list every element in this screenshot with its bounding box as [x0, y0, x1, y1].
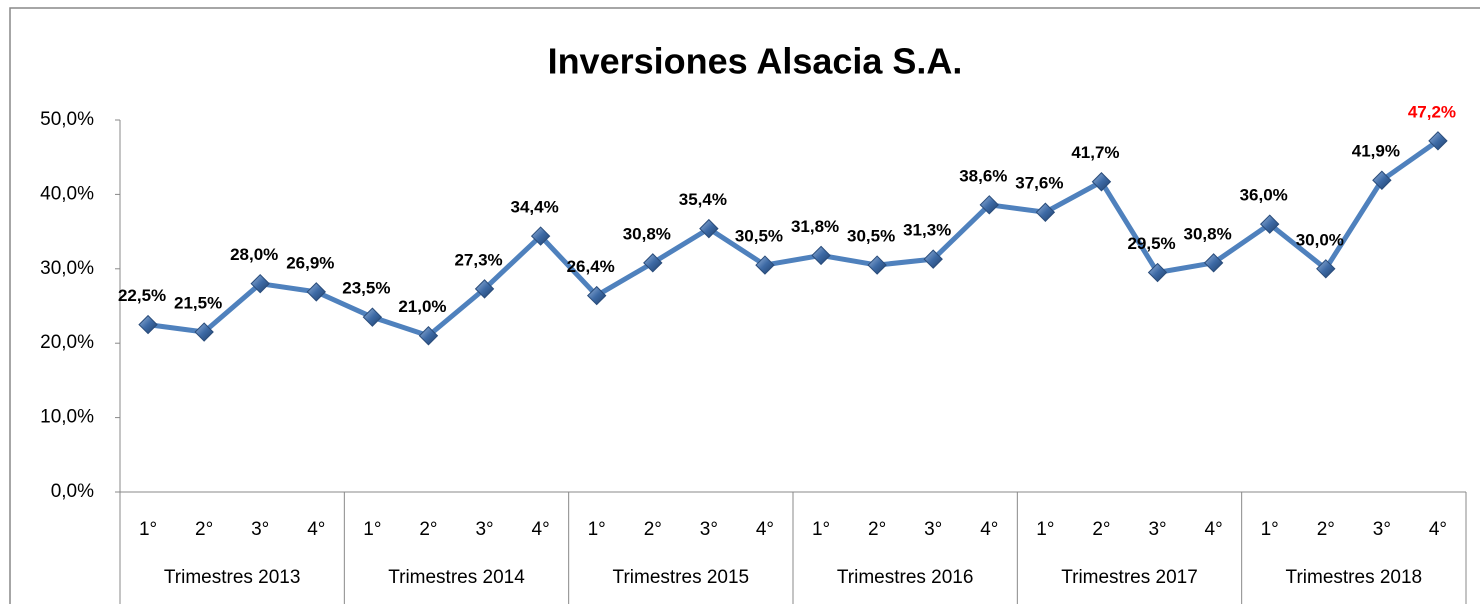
x-tick-label: 3°	[475, 519, 493, 540]
x-tick-label: 1°	[139, 519, 157, 540]
marker	[867, 255, 887, 275]
marker	[474, 279, 495, 299]
marker	[418, 326, 439, 346]
value-label: 28,0%	[230, 245, 278, 264]
value-label: 30,5%	[847, 227, 895, 246]
marker	[1035, 202, 1056, 222]
x-tick-label: 1°	[1036, 519, 1054, 540]
value-label: 30,8%	[1184, 224, 1232, 243]
value-label: 21,0%	[398, 297, 446, 316]
group-label: Trimestres 2016	[837, 567, 974, 588]
x-tick-label: 4°	[1429, 519, 1447, 540]
x-tick-label: 1°	[1261, 519, 1279, 540]
value-label: 29,5%	[1127, 234, 1175, 253]
value-label: 37,6%	[1015, 174, 1063, 193]
y-tick-label: 0,0%	[51, 481, 94, 502]
group-label: Trimestres 2013	[164, 567, 301, 588]
marker	[923, 249, 943, 269]
marker	[362, 307, 383, 327]
value-label: 21,5%	[174, 294, 222, 313]
y-tick-label: 40,0%	[40, 183, 94, 204]
x-tick-label: 1°	[812, 519, 830, 540]
value-label: 26,9%	[286, 253, 334, 272]
x-tick-label: 4°	[980, 519, 998, 540]
marker	[1316, 259, 1336, 279]
value-label: 31,3%	[903, 221, 951, 240]
value-label: 30,5%	[735, 227, 783, 246]
x-tick-label: 3°	[924, 519, 942, 540]
value-label: 38,6%	[959, 166, 1007, 185]
x-tick-label: 3°	[251, 519, 269, 540]
x-tick-label: 2°	[868, 519, 886, 540]
chart-frame	[9, 7, 1480, 604]
x-tick-label: 4°	[307, 519, 325, 540]
value-label: 27,3%	[454, 250, 502, 269]
x-tick-label: 4°	[1205, 519, 1223, 540]
x-tick-label: 3°	[1373, 519, 1391, 540]
marker	[1372, 170, 1392, 190]
marker	[250, 273, 270, 294]
x-tick-label: 2°	[1317, 519, 1335, 540]
group-label: Trimestres 2014	[388, 567, 525, 588]
chart-title: Inversiones Alsacia S.A.	[548, 41, 963, 82]
x-tick-label: 2°	[644, 519, 662, 540]
marker	[643, 253, 663, 273]
x-tick-label: 4°	[532, 519, 550, 540]
x-tick-label: 1°	[363, 519, 381, 540]
marker	[979, 195, 999, 215]
group-label: Trimestres 2015	[613, 567, 750, 588]
marker	[587, 285, 607, 306]
x-tick-label: 2°	[195, 519, 213, 540]
value-label: 41,7%	[1071, 143, 1119, 162]
x-tick-label: 1°	[588, 519, 606, 540]
x-tick-label: 2°	[1092, 519, 1110, 540]
line	[147, 138, 1440, 339]
y-tick-label: 50,0%	[40, 109, 94, 130]
group-label: Trimestres 2018	[1286, 567, 1423, 588]
marker	[1091, 172, 1112, 192]
marker	[755, 255, 775, 275]
marker	[1428, 131, 1448, 151]
marker	[811, 245, 831, 266]
marker	[1203, 253, 1224, 273]
value-label: 41,9%	[1352, 142, 1400, 161]
x-tick-label: 3°	[700, 519, 718, 540]
marker	[306, 282, 326, 302]
x-tick-label: 2°	[419, 519, 437, 540]
value-label: 26,4%	[567, 257, 615, 276]
value-label: 30,8%	[623, 224, 671, 243]
marker	[1147, 262, 1168, 283]
x-tick-label: 4°	[756, 519, 774, 540]
marker	[699, 218, 719, 239]
value-label: 31,8%	[791, 217, 839, 236]
x-tick-label: 3°	[1148, 519, 1166, 540]
value-label: 36,0%	[1240, 186, 1288, 205]
value-label: 34,4%	[511, 198, 559, 217]
marker	[138, 314, 158, 335]
marker	[1260, 214, 1280, 234]
value-label: 35,4%	[679, 190, 727, 209]
value-label: 23,5%	[342, 279, 390, 298]
marker	[194, 322, 214, 342]
value-label: 47,2%	[1408, 102, 1456, 121]
value-label: 22,5%	[118, 286, 166, 305]
group-label: Trimestres 2017	[1061, 567, 1198, 588]
y-tick-label: 10,0%	[40, 407, 94, 428]
value-label: 30,0%	[1296, 230, 1344, 249]
marker	[530, 226, 551, 246]
y-tick-label: 20,0%	[40, 332, 94, 353]
y-tick-label: 30,0%	[40, 258, 94, 279]
